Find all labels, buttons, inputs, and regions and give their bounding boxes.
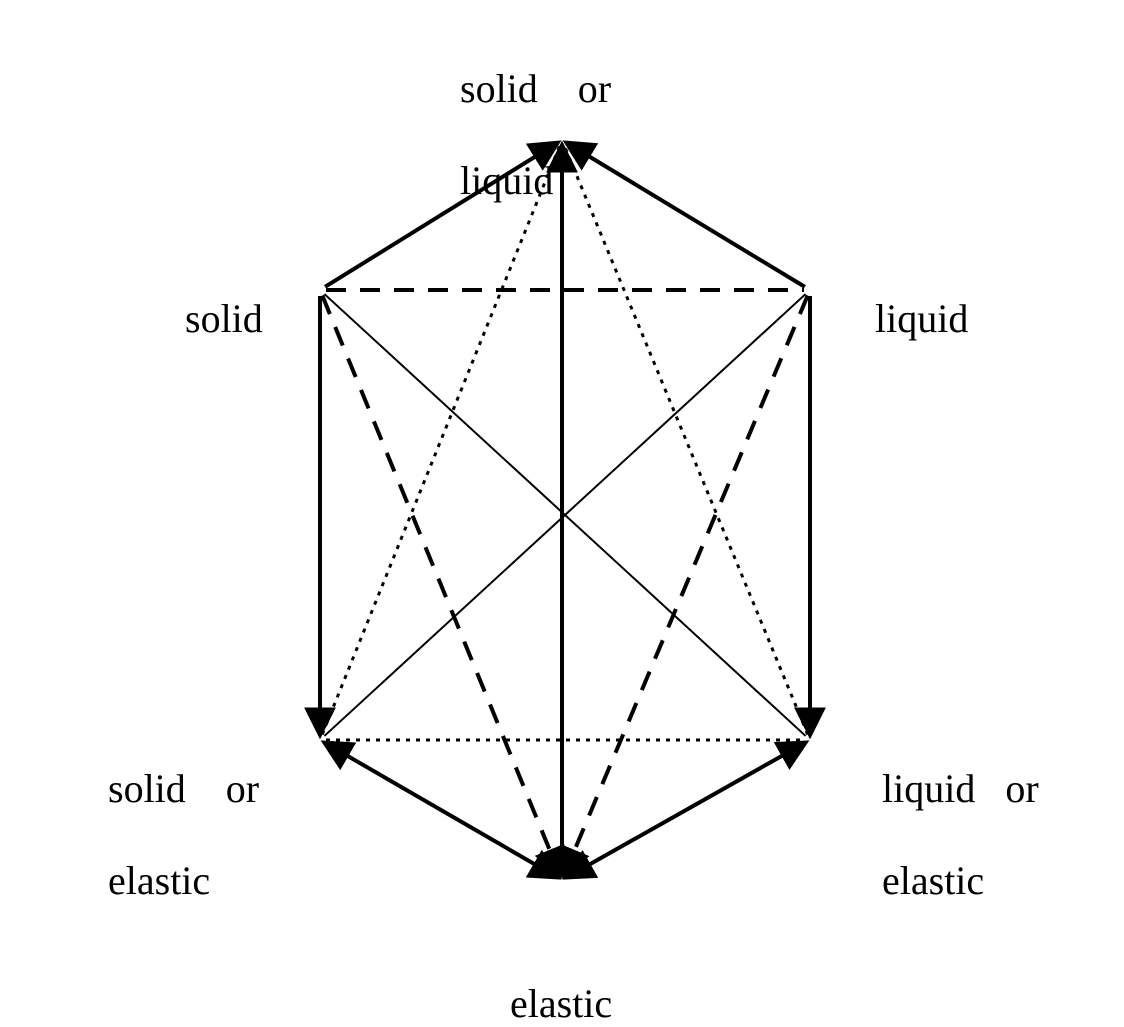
label-top-line1: solid or bbox=[460, 66, 611, 111]
label-solid-elastic: solid or elastic bbox=[88, 720, 259, 904]
label-solid: solid bbox=[165, 250, 263, 342]
edge-elastic-solid_elastic bbox=[325, 743, 557, 877]
edge-liquid-elastic bbox=[564, 296, 807, 875]
label-solid-elastic-line1: solid or bbox=[108, 766, 259, 811]
label-liquid-elastic-line2: elastic bbox=[882, 858, 984, 903]
label-elastic: elastic bbox=[490, 935, 612, 1027]
label-top-line2: liquid bbox=[460, 158, 553, 203]
edge-liquid_elastic-top bbox=[564, 146, 807, 735]
edge-solid-elastic bbox=[322, 296, 559, 875]
edge-elastic-liquid_elastic bbox=[567, 743, 805, 877]
label-liquid-elastic-line1: liquid or bbox=[882, 766, 1039, 811]
label-liquid: liquid bbox=[855, 250, 968, 342]
label-top: solid or liquid bbox=[440, 20, 611, 204]
label-liquid-elastic: liquid or elastic bbox=[862, 720, 1039, 904]
edge-solid_elastic-top bbox=[322, 146, 560, 735]
label-solid-elastic-line2: elastic bbox=[108, 858, 210, 903]
